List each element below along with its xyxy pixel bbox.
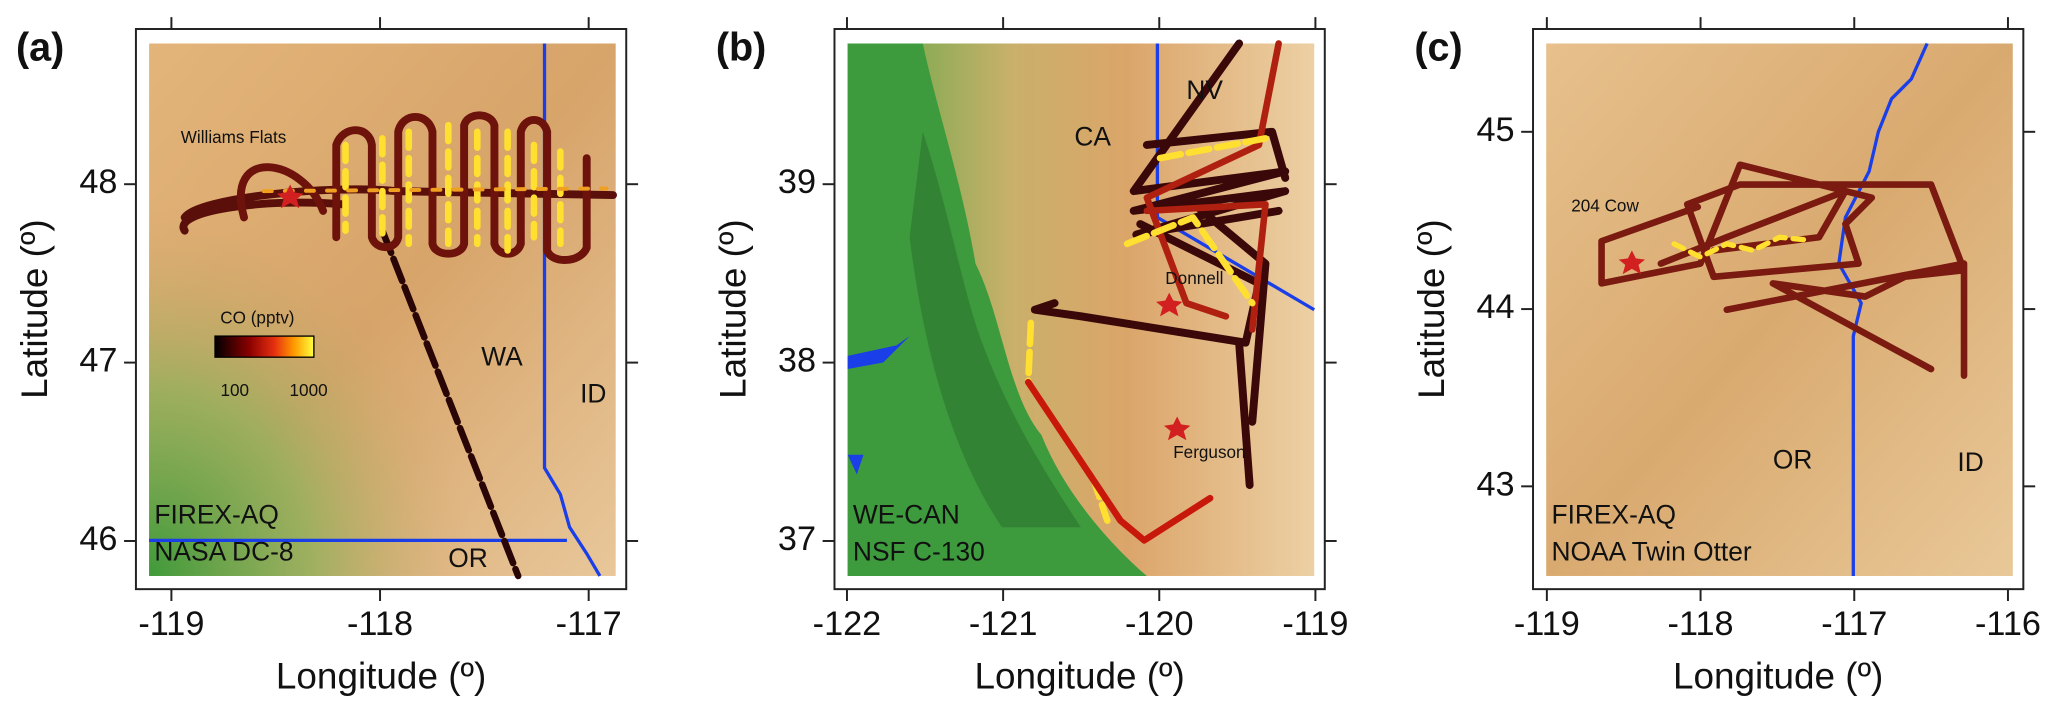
place-label: Williams Flats [181, 127, 287, 147]
y-tick-label: 43 [1476, 465, 1514, 503]
y-tick-label: 47 [79, 342, 117, 380]
x-tick-label: -119 [138, 605, 204, 643]
y-axis-title: Latitude (º) [712, 219, 753, 399]
x-tick-label: -119 [1282, 605, 1348, 643]
panel-label: (a) [16, 26, 64, 70]
place-label: NV [1186, 75, 1223, 105]
plot-frame [833, 28, 1326, 591]
y-tick-label: 44 [1476, 288, 1514, 326]
place-label: 204 Cow [1571, 195, 1639, 215]
x-tick-label: -117 [1821, 605, 1887, 643]
x-axis-title: Longitude (º) [1673, 656, 1883, 697]
x-tick-label: -118 [347, 605, 413, 643]
place-label: Ferguson [1173, 442, 1245, 462]
y-tick-label: 37 [778, 520, 816, 558]
legend-label: 1000 [290, 380, 328, 400]
y-tick-label: 45 [1476, 111, 1514, 149]
y-tick-label: 38 [778, 342, 816, 380]
place-label: OR [448, 543, 488, 573]
aircraft-caption: NASA DC-8 [154, 537, 293, 567]
aircraft-caption: FIREX-AQ [154, 500, 279, 530]
place-label: WA [481, 341, 523, 371]
map-c [1546, 42, 2013, 576]
colorbar [214, 335, 315, 358]
place-label: ID [580, 378, 606, 408]
plot-frame [134, 28, 628, 591]
legend-title: CO (pptv) [220, 307, 294, 327]
aircraft-caption: NSF C-130 [853, 537, 985, 567]
y-axis-title: Latitude (º) [14, 219, 55, 399]
x-tick-label: -116 [1975, 605, 2041, 643]
place-label: CA [1074, 121, 1111, 151]
x-tick-label: -122 [813, 605, 882, 643]
legend-label: 100 [220, 380, 249, 400]
y-tick-label: 46 [79, 520, 117, 558]
map-b [847, 39, 1316, 576]
place-label: ID [1957, 447, 1983, 477]
x-tick-label: -119 [1514, 605, 1580, 643]
place-label: OR [1773, 444, 1813, 474]
aircraft-caption: NOAA Twin Otter [1551, 537, 1751, 567]
aircraft-caption: WE-CAN [853, 500, 960, 530]
x-tick-label: -118 [1668, 605, 1734, 643]
x-axis-title: Longitude (º) [276, 656, 486, 697]
map-a [149, 43, 618, 580]
y-tick-label: 39 [778, 163, 816, 201]
aircraft-caption: FIREX-AQ [1551, 500, 1676, 530]
panel-label: (b) [716, 26, 766, 70]
y-axis-title: Latitude (º) [1411, 219, 1452, 399]
panel-label: (c) [1414, 26, 1462, 70]
place-label: Donnell [1165, 268, 1223, 288]
y-tick-label: 48 [79, 163, 117, 201]
x-tick-label: -120 [1125, 605, 1194, 643]
x-axis-title: Longitude (º) [974, 656, 1184, 697]
x-tick-label: -121 [969, 605, 1038, 643]
x-tick-label: -117 [556, 605, 622, 643]
